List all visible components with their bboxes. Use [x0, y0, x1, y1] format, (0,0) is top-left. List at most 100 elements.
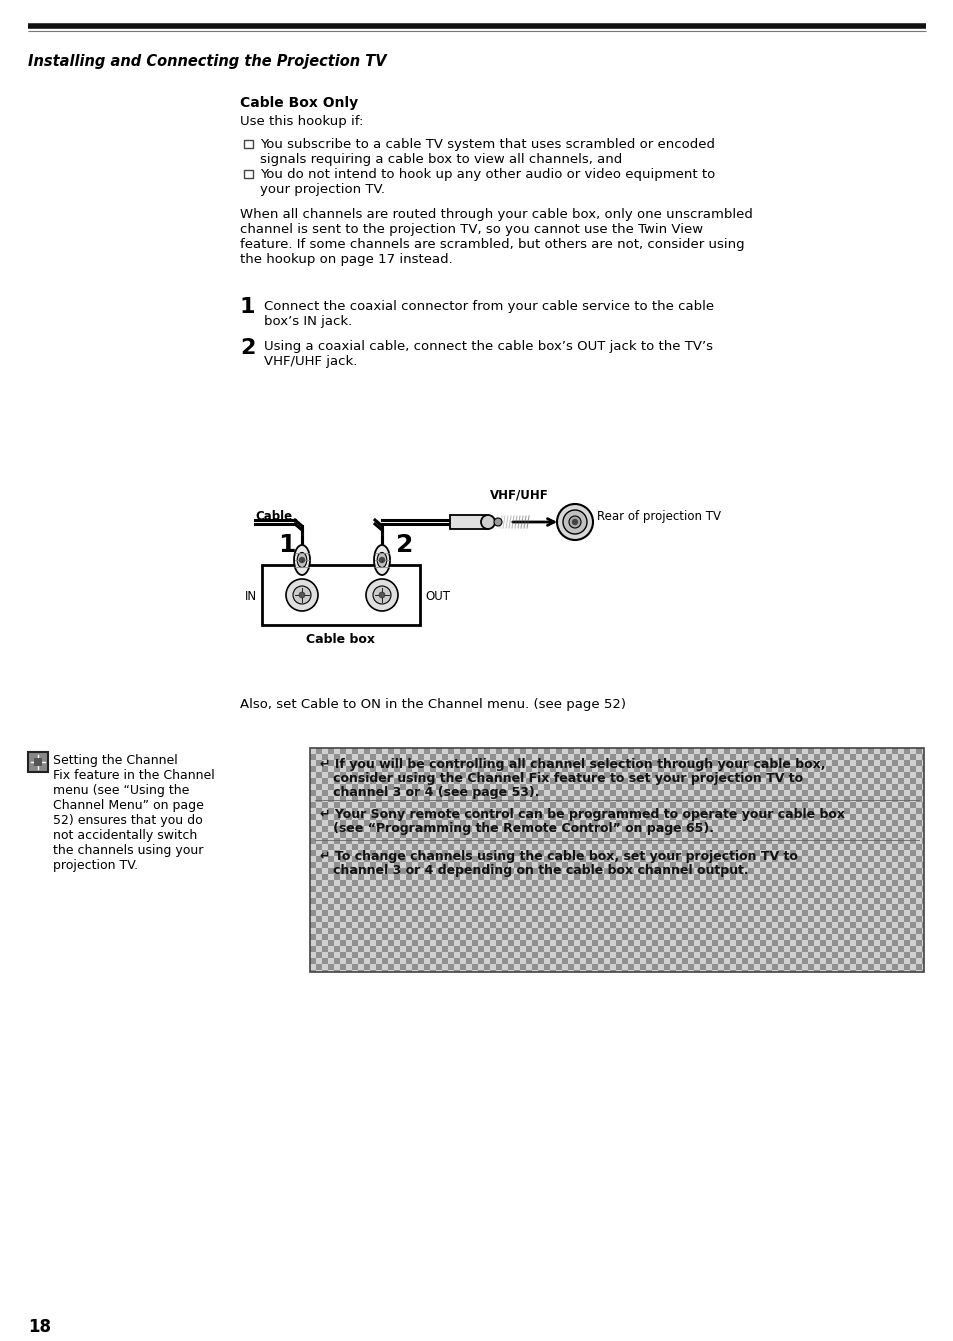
- Bar: [483, 797, 490, 802]
- Bar: [687, 843, 693, 850]
- Bar: [760, 898, 765, 904]
- Bar: [862, 802, 867, 809]
- Bar: [519, 772, 525, 778]
- Bar: [718, 760, 723, 766]
- Bar: [322, 892, 328, 898]
- Bar: [723, 790, 729, 797]
- Bar: [310, 766, 315, 772]
- Bar: [669, 862, 676, 868]
- Bar: [711, 952, 718, 957]
- Bar: [532, 898, 537, 904]
- Bar: [634, 886, 639, 892]
- Bar: [585, 814, 592, 819]
- Bar: [399, 862, 406, 868]
- Bar: [741, 809, 747, 814]
- Bar: [765, 911, 771, 916]
- Bar: [598, 940, 603, 945]
- Bar: [496, 797, 501, 802]
- Bar: [627, 945, 634, 952]
- Bar: [711, 754, 718, 760]
- Bar: [687, 838, 693, 843]
- Bar: [609, 754, 616, 760]
- Bar: [723, 886, 729, 892]
- Bar: [364, 790, 370, 797]
- Bar: [423, 945, 430, 952]
- Bar: [669, 766, 676, 772]
- Bar: [693, 933, 700, 940]
- Bar: [813, 898, 820, 904]
- Bar: [663, 923, 669, 928]
- Bar: [885, 933, 891, 940]
- Bar: [676, 754, 681, 760]
- Bar: [765, 892, 771, 898]
- Bar: [831, 760, 837, 766]
- Bar: [364, 952, 370, 957]
- Bar: [825, 843, 831, 850]
- Bar: [897, 814, 903, 819]
- Bar: [723, 843, 729, 850]
- Bar: [609, 819, 616, 826]
- Bar: [753, 778, 760, 784]
- Bar: [388, 940, 394, 945]
- Bar: [849, 970, 855, 972]
- Ellipse shape: [376, 552, 386, 567]
- Bar: [616, 868, 621, 874]
- Bar: [352, 778, 357, 784]
- Bar: [687, 797, 693, 802]
- Bar: [616, 916, 621, 923]
- Bar: [561, 850, 567, 856]
- Bar: [921, 898, 923, 904]
- Bar: [543, 766, 550, 772]
- Bar: [801, 843, 807, 850]
- Bar: [352, 892, 357, 898]
- Bar: [681, 964, 687, 970]
- Bar: [310, 916, 315, 923]
- Bar: [561, 843, 567, 850]
- Bar: [364, 933, 370, 940]
- Bar: [328, 838, 334, 843]
- Bar: [778, 760, 783, 766]
- Bar: [352, 970, 357, 972]
- Bar: [472, 923, 477, 928]
- Bar: [862, 964, 867, 970]
- Bar: [820, 819, 825, 826]
- Bar: [477, 760, 483, 766]
- Bar: [729, 856, 735, 862]
- Bar: [370, 814, 375, 819]
- Bar: [315, 970, 322, 972]
- Bar: [729, 850, 735, 856]
- Bar: [532, 831, 537, 838]
- Bar: [634, 940, 639, 945]
- Bar: [375, 886, 381, 892]
- Bar: [394, 790, 399, 797]
- Bar: [795, 856, 801, 862]
- Bar: [550, 874, 556, 880]
- Bar: [477, 880, 483, 886]
- Text: Setting the Channel
Fix feature in the Channel
menu (see “Using the
Channel Menu: Setting the Channel Fix feature in the C…: [53, 754, 214, 872]
- Bar: [603, 945, 609, 952]
- Bar: [693, 838, 700, 843]
- Bar: [532, 754, 537, 760]
- Bar: [375, 784, 381, 790]
- Bar: [394, 928, 399, 933]
- Bar: [837, 850, 843, 856]
- Bar: [592, 850, 598, 856]
- Bar: [514, 928, 519, 933]
- Bar: [346, 952, 352, 957]
- Bar: [616, 766, 621, 772]
- Bar: [496, 886, 501, 892]
- Bar: [436, 886, 441, 892]
- Bar: [621, 933, 627, 940]
- Bar: [645, 850, 651, 856]
- Bar: [328, 790, 334, 797]
- Bar: [399, 748, 406, 754]
- Bar: [795, 886, 801, 892]
- Text: 2: 2: [240, 338, 255, 358]
- Bar: [891, 868, 897, 874]
- Bar: [885, 868, 891, 874]
- Bar: [627, 970, 634, 972]
- Bar: [820, 766, 825, 772]
- Bar: [693, 748, 700, 754]
- Bar: [700, 814, 705, 819]
- Bar: [448, 970, 454, 972]
